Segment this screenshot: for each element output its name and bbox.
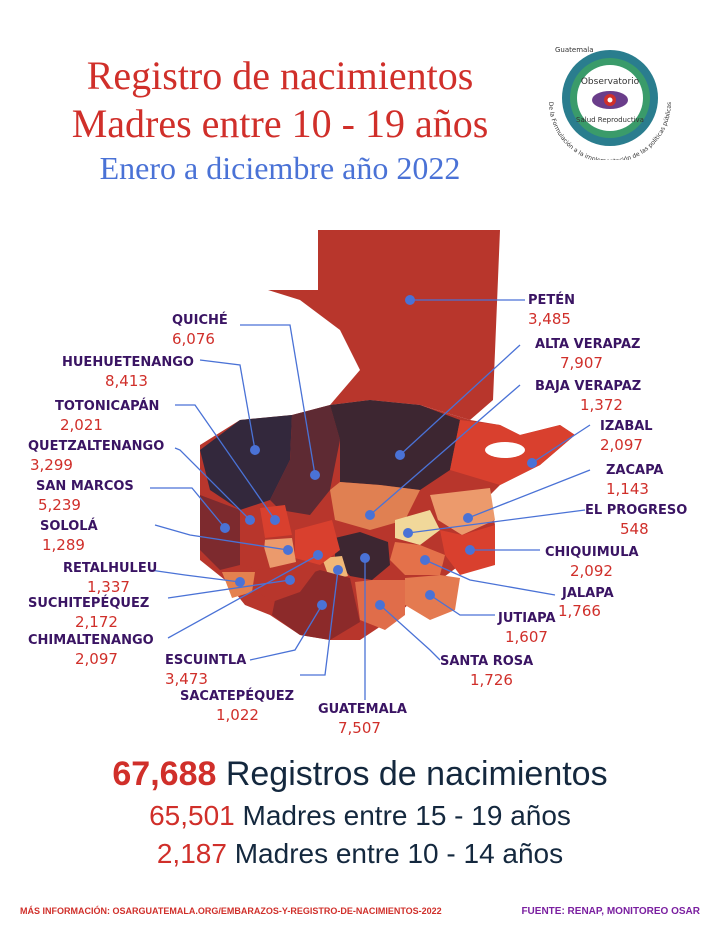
footer-info-link[interactable]: MÁS INFORMACIÓN: OSARGUATEMALA.ORG/EMBAR… <box>20 906 442 916</box>
label-jutiapa: JUTIAPA <box>497 611 556 626</box>
label-baja-verapaz: BAJA VERAPAZ <box>535 379 641 394</box>
value-baja-verapaz: 1,372 <box>580 396 623 414</box>
title-line-1: Registro de nacimientos <box>86 53 474 98</box>
value-chimaltenango: 2,097 <box>75 650 118 668</box>
label-quetzaltenango: QUETZALTENANGO <box>28 439 164 454</box>
observatorio-logo: Guatemala Observatorio Salud Reproductiv… <box>547 46 673 160</box>
value-izabal: 2,097 <box>600 436 643 454</box>
value-totonicapan: 2,021 <box>60 416 103 434</box>
region-san-marcos <box>200 495 240 570</box>
value-quiche: 6,076 <box>172 330 215 348</box>
label-sacatepequez: SACATEPÉQUEZ <box>180 688 294 704</box>
value-jutiapa: 1,607 <box>505 628 548 646</box>
value-zacapa: 1,143 <box>606 480 649 498</box>
label-alta-verapaz: ALTA VERAPAZ <box>535 337 640 352</box>
value-chiquimula: 2,092 <box>570 562 613 580</box>
value-solola: 1,289 <box>42 536 85 554</box>
value-jalapa: 1,766 <box>558 602 601 620</box>
title-line-2: Madres entre 10 - 19 años <box>71 101 489 146</box>
label-chiquimula: CHIQUIMULA <box>545 545 639 560</box>
value-escuintla: 3,473 <box>165 670 208 688</box>
region-baja-verapaz <box>330 482 420 530</box>
value-peten: 3,485 <box>528 310 571 328</box>
logo-name: Observatorio <box>581 77 640 87</box>
value-el-progreso: 548 <box>620 520 649 538</box>
region-alta-verapaz <box>330 400 460 490</box>
region-jalapa <box>390 542 445 575</box>
summary-10-14-label: Madres entre 10 - 14 años <box>234 838 564 869</box>
value-huehuetenango: 8,413 <box>105 372 148 390</box>
value-quetzaltenango: 3,299 <box>30 456 73 474</box>
region-quetzaltenango <box>235 512 265 570</box>
label-san-marcos: SAN MARCOS <box>36 479 134 494</box>
label-santa-rosa: SANTA ROSA <box>440 654 533 669</box>
label-chimaltenango: CHIMALTENANGO <box>28 633 154 648</box>
label-guatemala: GUATEMALA <box>318 702 407 717</box>
region-quiche <box>270 405 340 515</box>
subtitle: Enero a diciembre año 2022 <box>99 150 461 186</box>
value-san-marcos: 5,239 <box>38 496 81 514</box>
region-suchitepequez <box>252 565 318 602</box>
value-alta-verapaz: 7,907 <box>560 354 603 372</box>
footer-source: FUENTE: RENAP, MONITOREO OSAR <box>521 906 700 917</box>
label-el-progreso: EL PROGRESO <box>585 503 687 518</box>
value-sacatepequez: 1,022 <box>216 706 259 724</box>
label-quiche: QUICHÉ <box>172 312 228 328</box>
label-retalhuleu: RETALHULEU <box>63 561 157 576</box>
label-escuintla: ESCUINTLA <box>165 653 246 668</box>
summary-15-19-label: Madres entre 15 - 19 años <box>242 800 571 831</box>
labels: PETÉN 3,485 ALTA VERAPAZ 7,907 BAJA VERA… <box>28 292 687 737</box>
label-totonicapan: TOTONICAPÁN <box>55 398 159 414</box>
logo-sub: Salud Reproductiva <box>576 116 644 124</box>
leader-lines <box>149 295 591 700</box>
value-suchitepequez: 2,172 <box>75 613 118 631</box>
region-peten <box>268 230 500 420</box>
guatemala-map: PETÉN 3,485 ALTA VERAPAZ 7,907 BAJA VERA… <box>28 230 687 737</box>
label-huehuetenango: HUEHUETENANGO <box>62 355 194 370</box>
value-santa-rosa: 1,726 <box>470 671 513 689</box>
label-jalapa: JALAPA <box>561 586 614 601</box>
value-guatemala: 7,507 <box>338 719 381 737</box>
summary-total-label: Registros de nacimientos <box>225 755 608 793</box>
summary-15-19: 65,501 Madres entre 15 - 19 años <box>0 800 720 832</box>
summary-10-14: 2,187 Madres entre 10 - 14 años <box>0 838 720 870</box>
summary-total-value: 67,688 <box>112 755 217 793</box>
value-retalhuleu: 1,337 <box>87 578 130 596</box>
summary-10-14-value: 2,187 <box>156 838 227 869</box>
region-huehuetenango <box>200 415 292 510</box>
label-zacapa: ZACAPA <box>606 463 663 478</box>
summary-total: 67,688 Registros de nacimientos <box>0 755 720 794</box>
label-suchitepequez: SUCHITEPÉQUEZ <box>28 595 149 611</box>
region-chimaltenango <box>295 520 340 565</box>
label-izabal: IZABAL <box>600 419 653 434</box>
label-peten: PETÉN <box>528 292 575 308</box>
logo-top-text: Guatemala <box>555 46 594 54</box>
summary-15-19-value: 65,501 <box>149 800 235 831</box>
label-solola: SOLOLÁ <box>40 518 98 534</box>
